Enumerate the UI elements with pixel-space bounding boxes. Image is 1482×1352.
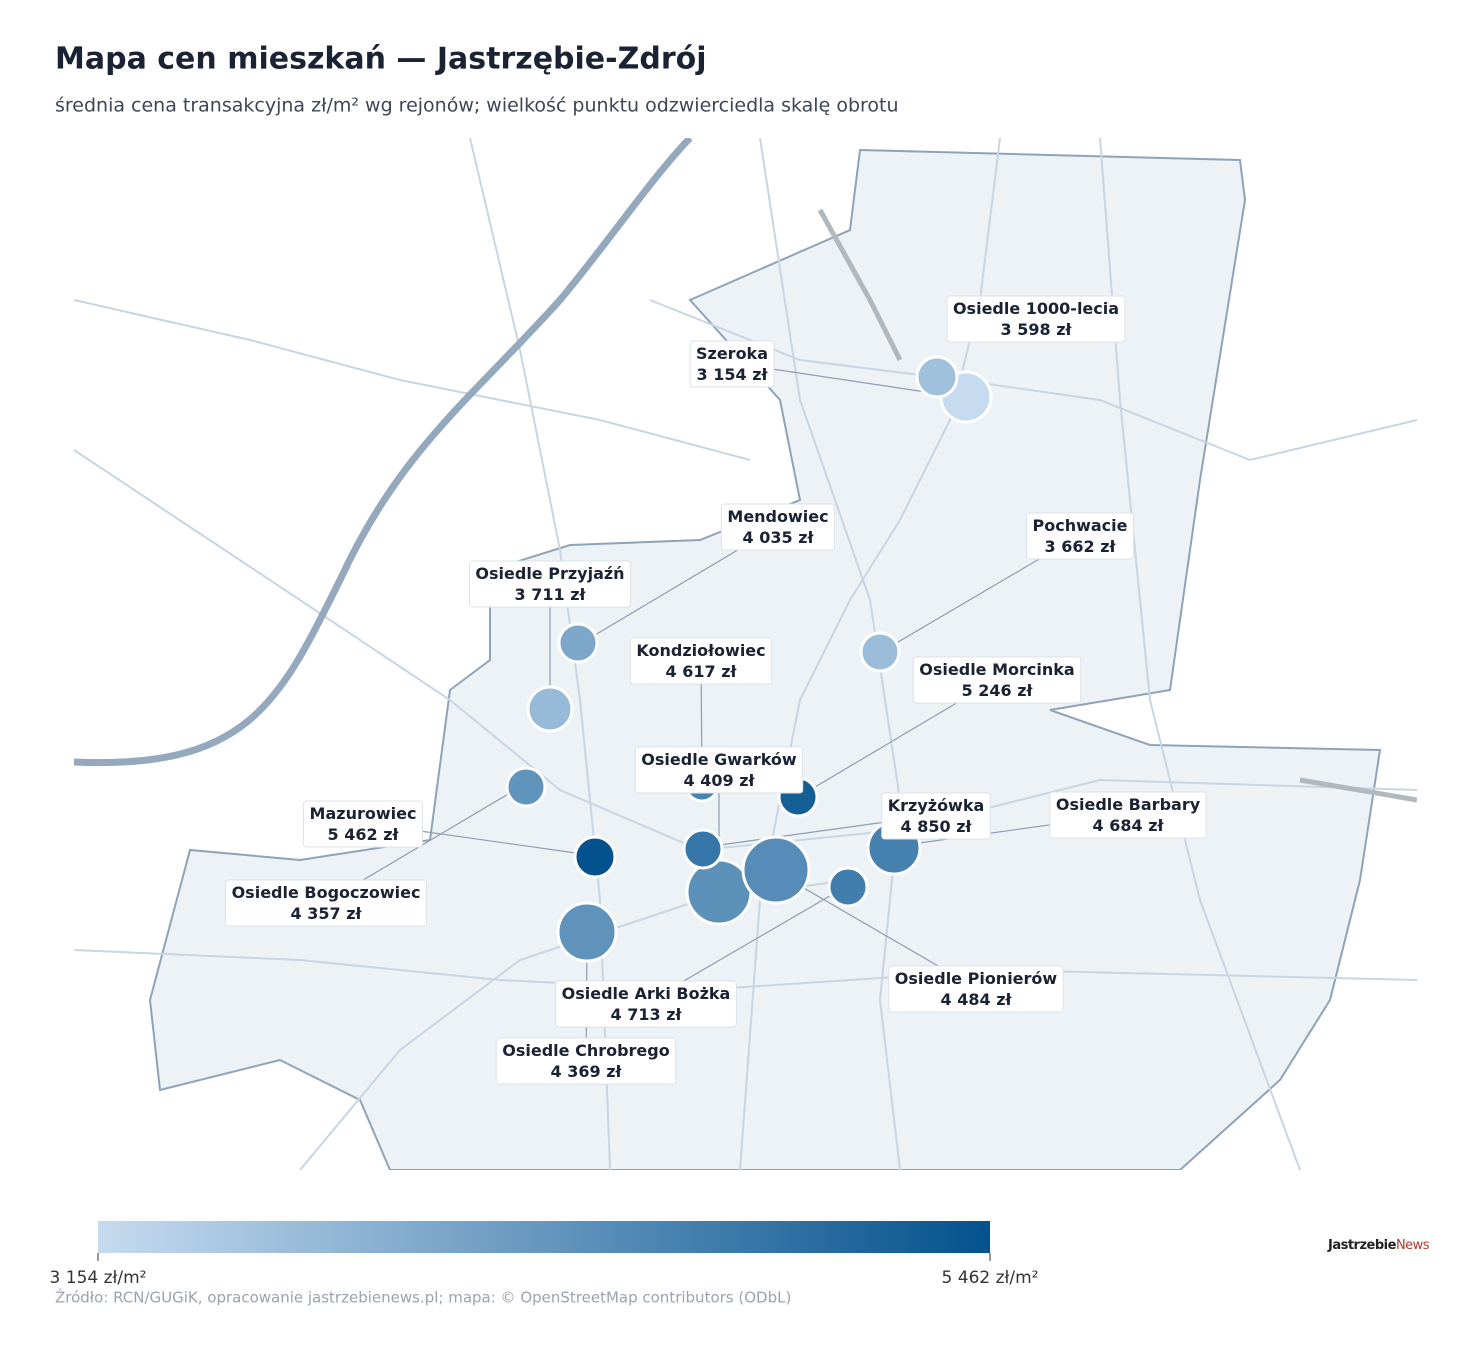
district-name: Kondziołowiec [636,641,765,660]
label-box [689,340,775,388]
title: Mapa cen mieszkań — Jastrzębie-Zdrój [55,42,707,77]
label-box [888,965,1064,1013]
district-price: 4 850 zł [901,817,973,836]
district-name: Osiedle Arki Bożka [562,984,731,1003]
district-name: Mendowiec [727,507,828,526]
district-name: Osiedle Gwarków [641,750,797,769]
district-price: 3 711 zł [515,585,587,604]
district-name: Osiedle Pionierów [895,969,1058,988]
district-bubble [685,858,753,926]
label-box [225,879,427,927]
label-box [881,792,991,840]
district-bubble [827,866,869,908]
district-price: 3 662 zł [1045,537,1117,556]
district-bubble [682,828,724,870]
district-price: 4 409 zł [684,771,756,790]
logo-part: News [1396,1238,1430,1253]
district-name: Osiedle Przyjaźń [475,564,624,583]
district-bubble [741,835,811,905]
label-box [303,800,423,848]
district-bubble [557,622,599,664]
label-box [555,980,737,1028]
district-bubble [505,766,547,808]
label-box [720,503,836,551]
colorbar [98,1221,990,1253]
district-price: 5 246 zł [962,681,1034,700]
label-box [634,746,804,794]
district-name: Osiedle Bogoczowiec [232,883,421,902]
colorbar-label: 5 462 zł/m² [942,1268,1039,1288]
district-bubble [526,685,574,733]
district-name: Szeroka [696,344,768,363]
logo-part: Jastrzebie [1327,1238,1397,1253]
logo: JastrzebieNews [1327,1238,1430,1253]
label-box [1049,791,1207,839]
district-price: 5 462 zł [328,825,400,844]
district-name: Osiedle Morcinka [919,660,1074,679]
district-name: Pochwacie [1033,516,1128,535]
label-box [468,560,632,608]
label-box [912,656,1082,704]
district-price: 4 684 zł [1093,816,1165,835]
district-price: 3 598 zł [1001,320,1073,339]
source: Źródło: RCN/GUGiK, opracowanie jastrzebi… [55,1288,791,1307]
district-name: Osiedle Chrobrego [502,1041,669,1060]
district-price: 4 357 zł [291,904,363,923]
subtitle: średnia cena transakcyjna zł/m² wg rejon… [55,95,899,117]
district-price: 4 713 zł [611,1005,683,1024]
district-name: Krzyżówka [888,796,985,815]
district-price: 3 154 zł [697,365,769,384]
label-box [946,295,1126,343]
label-box [629,637,773,685]
district-bubble [915,355,959,399]
district-name: Osiedle Barbary [1056,795,1201,814]
district-bubble [859,631,901,673]
district-price: 4 617 zł [666,662,738,681]
district-bubble [573,835,617,879]
colorbar-label: 3 154 zł/m² [50,1268,147,1288]
district-name: Osiedle 1000-lecia [953,299,1119,318]
district-price: 4 484 zł [941,990,1013,1009]
label-box [1026,512,1134,560]
district-name: Mazurowiec [310,804,417,823]
district-price: 4 369 zł [551,1062,623,1081]
district-bubble [556,901,618,963]
label-box [495,1037,677,1085]
district-price: 4 035 zł [743,528,815,547]
